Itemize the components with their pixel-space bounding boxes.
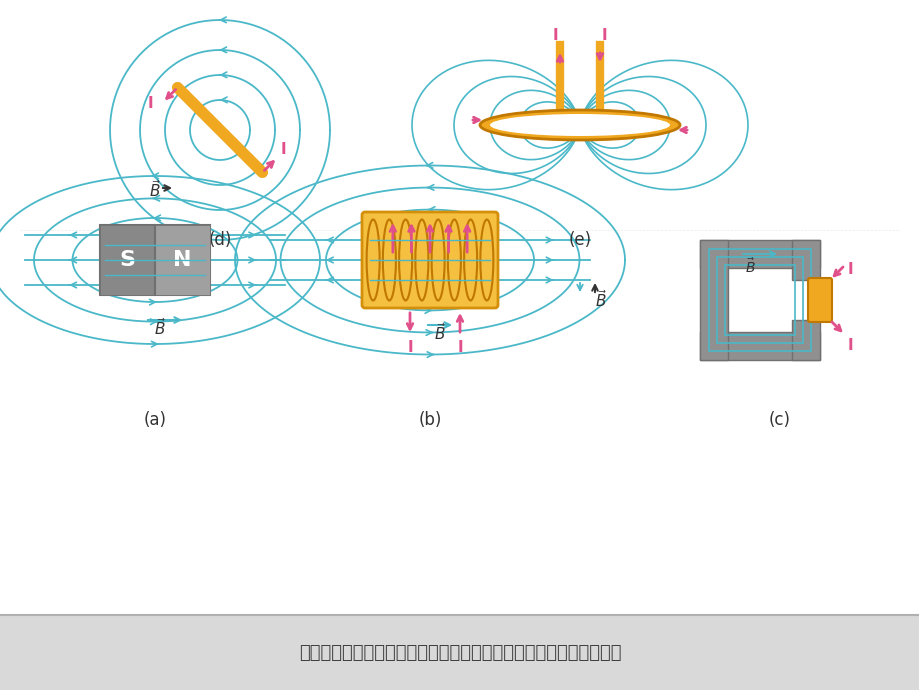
Text: (d): (d) (208, 231, 232, 249)
Bar (0, 615, 919, 690)
Text: I: I (551, 28, 558, 43)
Text: (e): (e) (568, 231, 591, 249)
Bar (100, 225, 210, 295)
Text: S: S (119, 250, 135, 270)
Text: I: I (147, 96, 153, 110)
Text: N: N (173, 250, 191, 270)
Text: I: I (407, 340, 413, 355)
Bar (100, 225, 154, 295)
Text: (c): (c) (768, 411, 790, 429)
Ellipse shape (480, 110, 679, 140)
FancyBboxPatch shape (361, 212, 497, 308)
Bar (699, 240, 727, 360)
Ellipse shape (490, 114, 669, 136)
Text: I: I (847, 338, 853, 353)
Text: I: I (280, 142, 286, 157)
Bar (699, 332, 819, 360)
Text: 永磁体、圆柱形线圈、电磁铁、笔直通电电线和圆形通电电线的磁场: 永磁体、圆柱形线圈、电磁铁、笔直通电电线和圆形通电电线的磁场 (299, 644, 620, 662)
Bar (729, 270, 789, 330)
Text: $\vec{B}$: $\vec{B}$ (153, 317, 166, 338)
Text: (a): (a) (143, 411, 166, 429)
Bar (699, 240, 819, 268)
Bar (709, 249, 811, 351)
Text: $\vec{B}$: $\vec{B}$ (434, 322, 446, 343)
Bar (716, 257, 802, 343)
Text: (b): (b) (418, 411, 441, 429)
Bar (154, 225, 210, 295)
FancyBboxPatch shape (807, 278, 831, 322)
Text: $\vec{B}$: $\vec{B}$ (743, 257, 754, 275)
Bar (724, 265, 794, 335)
Bar (791, 320, 819, 360)
Text: $\vec{B}$: $\vec{B}$ (595, 290, 607, 310)
Text: I: I (847, 262, 853, 277)
Text: I: I (457, 340, 462, 355)
Bar (791, 240, 819, 280)
Text: I: I (601, 28, 607, 43)
Text: $\vec{B}$: $\vec{B}$ (149, 179, 161, 201)
